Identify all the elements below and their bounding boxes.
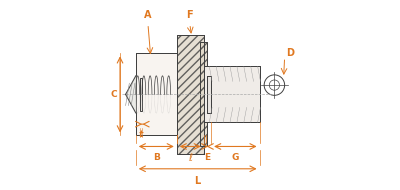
Text: ℓ: ℓ — [188, 153, 192, 163]
Bar — [200, 42, 206, 146]
Bar — [204, 66, 260, 122]
Text: C: C — [111, 90, 117, 99]
Text: E: E — [204, 153, 210, 162]
Bar — [177, 35, 204, 154]
Text: t: t — [139, 130, 143, 139]
Bar — [177, 35, 204, 154]
Text: A: A — [144, 10, 152, 20]
Polygon shape — [126, 76, 136, 113]
Text: L: L — [194, 176, 201, 186]
Bar — [136, 53, 177, 135]
Bar — [206, 76, 211, 113]
Bar — [204, 66, 260, 122]
Text: B: B — [153, 153, 160, 162]
Text: F: F — [186, 10, 193, 20]
Bar — [140, 78, 142, 111]
Bar — [206, 76, 211, 113]
Bar — [200, 42, 206, 146]
Bar — [136, 53, 177, 135]
Text: G: G — [232, 153, 239, 162]
Text: D: D — [286, 48, 294, 59]
